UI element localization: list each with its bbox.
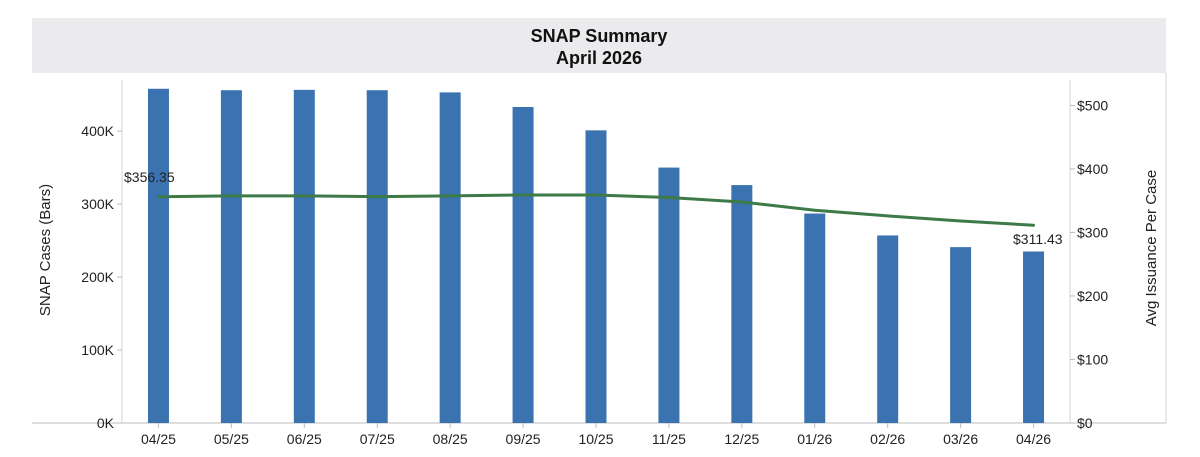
bar-12/25 [731, 185, 753, 423]
bar-04/26 [1023, 251, 1045, 423]
right-tick-label: $200 [1077, 288, 1108, 304]
line-series [157, 193, 1035, 227]
bar-01/26 [804, 213, 826, 423]
x-tick-label: 05/25 [214, 431, 249, 447]
x-tick-label: 09/25 [506, 431, 541, 447]
x-tick-label: 01/26 [797, 431, 832, 447]
y-left-axis-title: SNAP Cases (Bars) [37, 184, 54, 316]
bar-02/26 [877, 235, 899, 423]
avg-issuance-line [157, 193, 1035, 227]
x-tick-label: 06/25 [287, 431, 322, 447]
data-label-last: $311.43 [1013, 231, 1063, 247]
x-tick-label: 08/25 [433, 431, 468, 447]
chart-title: SNAP Summary [531, 26, 668, 46]
bar-06/25 [293, 89, 315, 424]
left-axis-ticks: 0K 100K 200K 300K 400K [81, 123, 122, 431]
bar-04/25 [147, 88, 169, 423]
right-tick-label: $100 [1077, 351, 1108, 367]
right-tick-label: $0 [1077, 415, 1093, 431]
data-label-first: $356.35 [124, 169, 175, 185]
x-tick-label: 04/26 [1016, 431, 1051, 447]
bar-07/25 [366, 90, 388, 424]
bar-10/25 [585, 130, 607, 423]
bar-03/26 [950, 247, 972, 423]
x-tick-label: 10/25 [578, 431, 613, 447]
title-band [32, 18, 1166, 73]
left-tick-label: 400K [81, 123, 114, 139]
left-tick-label: 100K [81, 342, 114, 358]
bar-05/25 [220, 90, 242, 424]
x-axis-ticks: 04/25 05/25 06/25 07/25 08/25 09/25 10/25 11/25… [141, 423, 1051, 447]
right-tick-label: $500 [1077, 97, 1108, 113]
bar-series [147, 88, 1045, 424]
y-right-axis-title: Avg Issuance Per Case [1143, 170, 1160, 326]
right-tick-label: $300 [1077, 224, 1108, 240]
x-tick-label: 11/25 [652, 431, 686, 447]
chart-subtitle: April 2026 [556, 48, 642, 68]
right-axis-ticks: $0 $100 $200 $300 $400 $500 [1070, 97, 1108, 431]
bar-08/25 [439, 92, 461, 424]
x-tick-label: 12/25 [724, 431, 759, 447]
x-tick-label: 04/25 [141, 431, 176, 447]
bar-11/25 [658, 167, 680, 423]
bar-09/25 [512, 107, 534, 423]
left-tick-label: 300K [81, 196, 114, 212]
left-tick-label: 0K [97, 415, 115, 431]
right-tick-label: $400 [1077, 161, 1108, 177]
left-tick-label: 200K [81, 269, 114, 285]
x-tick-label: 03/26 [943, 431, 978, 447]
x-tick-label: 02/26 [870, 431, 905, 447]
x-tick-label: 07/25 [360, 431, 395, 447]
